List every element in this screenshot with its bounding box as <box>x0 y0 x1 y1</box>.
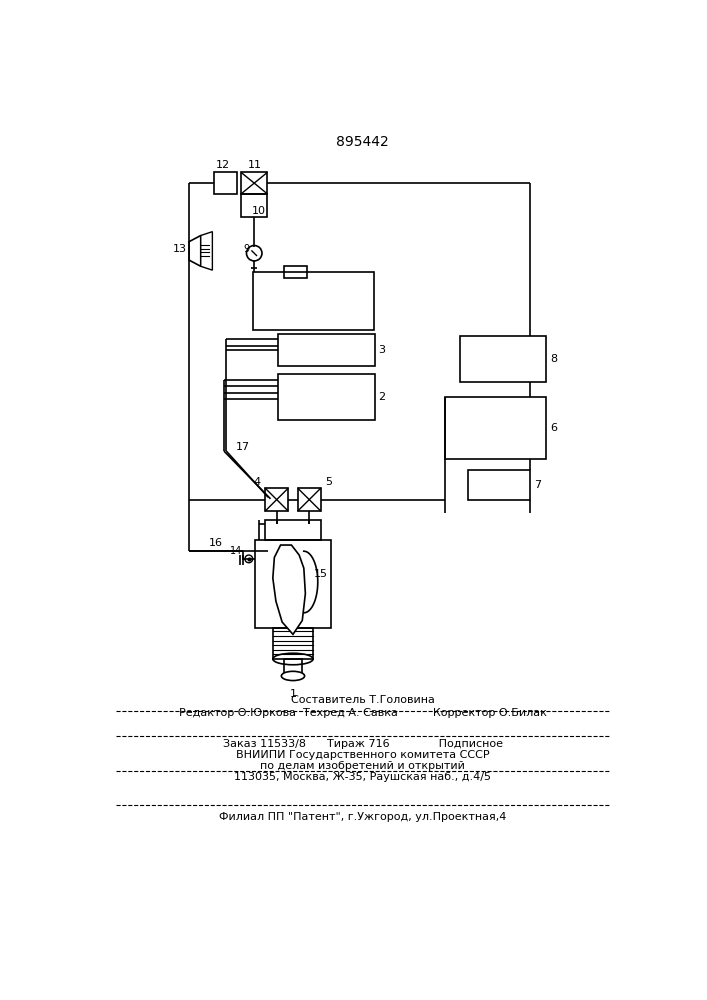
Text: 12: 12 <box>216 160 230 170</box>
Bar <box>279 374 375 420</box>
Text: 113035, Москва, Ж-35, Раушская наб., д.4/5: 113035, Москва, Ж-35, Раушская наб., д.4… <box>234 772 491 782</box>
Text: по делам изобретений и открытий: по делам изобретений и открытий <box>260 761 465 771</box>
Text: 895442: 895442 <box>337 135 389 149</box>
Text: 1: 1 <box>291 689 297 699</box>
Text: Редактор О.Юркова  Техред А. Савка          Корректор О.Билак: Редактор О.Юркова Техред А. Савка Коррек… <box>179 708 547 718</box>
Text: 4: 4 <box>254 477 261 487</box>
Bar <box>265 488 288 511</box>
Text: 13: 13 <box>173 244 187 254</box>
Text: 3: 3 <box>378 345 385 355</box>
Bar <box>468 470 530 500</box>
Bar <box>241 172 267 194</box>
Bar <box>460 336 546 382</box>
Polygon shape <box>201 232 212 270</box>
Bar <box>284 266 307 278</box>
Text: Филиал ПП "Патент", г.Ужгород, ул.Проектная,4: Филиал ПП "Патент", г.Ужгород, ул.Проект… <box>219 812 506 822</box>
Text: 10: 10 <box>252 206 266 216</box>
Bar <box>298 488 321 511</box>
Text: 8: 8 <box>551 354 558 364</box>
Bar <box>265 520 321 540</box>
Bar <box>279 334 375 366</box>
Text: 14: 14 <box>230 546 242 556</box>
Bar <box>284 659 303 674</box>
Bar <box>253 272 373 330</box>
Text: 5: 5 <box>325 477 332 487</box>
Text: 16: 16 <box>209 538 223 548</box>
Text: ВНИИПИ Государственного комитета СССР: ВНИИПИ Государственного комитета СССР <box>236 750 489 760</box>
Bar <box>241 194 267 217</box>
Text: 17: 17 <box>236 442 250 452</box>
Text: 7: 7 <box>534 480 542 490</box>
Ellipse shape <box>281 671 305 681</box>
Text: 6: 6 <box>551 423 558 433</box>
Text: 9: 9 <box>243 244 250 254</box>
Bar <box>273 628 313 659</box>
Bar <box>255 540 331 628</box>
Text: 11: 11 <box>248 160 262 170</box>
Polygon shape <box>189 235 201 266</box>
Text: Заказ 11533/8      Тираж 716              Подписное: Заказ 11533/8 Тираж 716 Подписное <box>223 739 503 749</box>
Bar <box>214 172 237 194</box>
Bar <box>445 397 546 459</box>
Text: 15: 15 <box>314 569 328 579</box>
Text: 2: 2 <box>378 392 385 402</box>
Text: Составитель Т.Головина: Составитель Т.Головина <box>291 695 435 705</box>
Polygon shape <box>273 545 305 634</box>
